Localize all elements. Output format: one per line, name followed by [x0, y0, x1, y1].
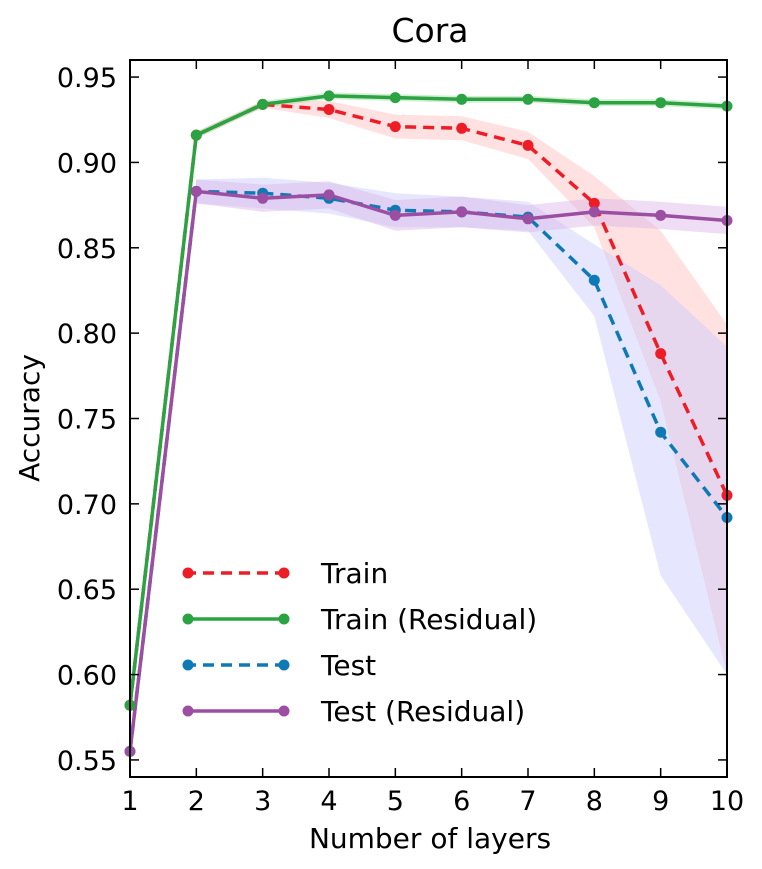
point-train-5: [389, 121, 401, 133]
point-test-residual-2: [190, 185, 202, 197]
axis-ticks: [129, 60, 728, 777]
point-train-8: [588, 197, 600, 209]
x-tick-label: 2: [188, 786, 205, 817]
point-train-residual-3: [257, 98, 269, 110]
point-test-residual-3: [257, 192, 269, 204]
line-test: [128, 189, 729, 752]
y-tick-label: 0.55: [57, 746, 117, 777]
x-axis-label: Number of layers: [309, 822, 551, 855]
confidence-bands: [130, 92, 727, 755]
point-test-residual-5: [389, 209, 401, 221]
y-tick-label: 0.85: [57, 234, 117, 265]
y-tick-label: 0.60: [57, 661, 117, 692]
legend-marker-train: [182, 567, 194, 579]
x-tick-label: 5: [387, 786, 404, 817]
x-tick-label: 10: [710, 786, 744, 817]
legend: Train Train (Residual) Test Test (Residual): [182, 557, 537, 728]
point-test-residual-4: [323, 189, 335, 201]
y-axis-label: Accuracy: [13, 354, 46, 482]
legend-marker-test-residual: [182, 705, 194, 717]
point-train-6: [456, 122, 468, 134]
legend-marker-end-test-residual: [278, 705, 290, 717]
y-tick-label: 0.75: [57, 405, 117, 436]
legend-marker-end-train: [278, 567, 290, 579]
point-test-residual-6: [456, 206, 468, 218]
point-train-residual-2: [190, 129, 202, 141]
line-train: [128, 102, 729, 706]
point-train-residual-6: [456, 93, 468, 105]
chart-title: Cora: [391, 11, 468, 50]
y-tick-label: 0.80: [57, 319, 117, 350]
point-train-9: [655, 348, 667, 360]
line-test-residual: [128, 189, 728, 752]
series-lines: [128, 94, 729, 752]
point-test-8: [588, 274, 600, 286]
legend-label-train-residual: Train (Residual): [320, 603, 537, 636]
x-tick-label: 6: [453, 786, 470, 817]
point-test-residual-8: [588, 206, 600, 218]
y-tick-label: 0.95: [57, 63, 117, 94]
legend-marker-train-residual: [182, 613, 194, 625]
y-tick-label: 0.65: [57, 575, 117, 606]
axis-tick-labels: 1 2 3 4 5 6 7 8 9 10 0.55 0.60 0.65 0.70 0.75 0.80 0.85 0…: [57, 63, 744, 817]
x-tick-label: 4: [320, 786, 337, 817]
legend-marker-end-test: [278, 659, 290, 671]
point-test-9: [655, 426, 667, 438]
point-test-residual-7: [522, 213, 534, 225]
point-train-7: [522, 139, 534, 151]
legend-marker-test: [182, 659, 194, 671]
point-train-residual-9: [655, 97, 667, 109]
point-train-residual-5: [389, 92, 401, 104]
point-train-residual-8: [588, 97, 600, 109]
point-train-residual-7: [522, 93, 534, 105]
y-tick-label: 0.70: [57, 490, 117, 521]
line-train-residual: [128, 94, 728, 706]
x-tick-label: 9: [652, 786, 669, 817]
series-points: [124, 90, 733, 757]
legend-marker-end-train-residual: [278, 613, 290, 625]
legend-label-test-residual: Test (Residual): [320, 695, 525, 728]
legend-label-train: Train: [320, 557, 388, 590]
x-tick-label: 7: [519, 786, 536, 817]
legend-label-test: Test: [320, 649, 376, 682]
point-train-residual-4: [323, 90, 335, 102]
x-tick-label: 1: [121, 786, 138, 817]
point-train-4: [323, 104, 335, 115]
x-tick-label: 8: [586, 786, 603, 817]
y-tick-label: 0.90: [57, 148, 117, 179]
x-tick-label: 3: [254, 786, 271, 817]
point-test-residual-9: [655, 209, 667, 221]
